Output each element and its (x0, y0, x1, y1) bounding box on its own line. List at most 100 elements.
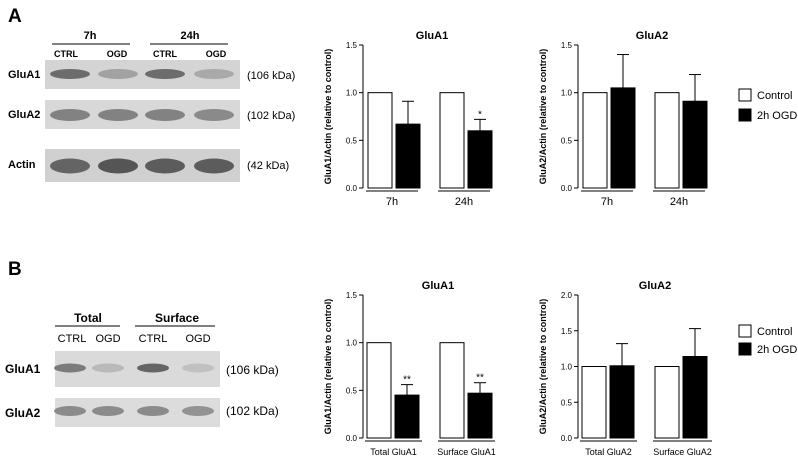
chart-a-glua1: GluA1 GluA1/Actin (relative to control) 0.… (323, 30, 493, 208)
chart-a-glua2: GluA2 GluA2/Actin (relative to control) 0.… (538, 30, 708, 208)
blot-b-band-glua1-lane-3 (137, 363, 169, 373)
chart-b1-ylabel: GluA1/Actin (relative to control) (323, 299, 333, 435)
chart-b1-xtick-label-0: Total GluA1 (370, 447, 417, 457)
panel-b-letter: B (8, 259, 22, 280)
blot-a-group-24h: 24h (181, 30, 200, 42)
chart-a2-ytick-label-2: 1.0 (561, 89, 573, 98)
chart-a2-bar-ogd-0 (610, 87, 636, 189)
chart-b1-ytick-label-3: 1.5 (346, 291, 358, 300)
legend-b-ogd-swatch (738, 342, 752, 356)
chart-b2-xtick-label-0: Total GluA2 (585, 447, 632, 457)
chart-a1-ytick-label-1: 0.5 (346, 136, 358, 145)
chart-a2-bar-control-0 (582, 92, 608, 189)
blot-a-mw-glua2: (102 kDa) (247, 110, 295, 122)
blot-a-row-label-glua2: GluA2 (8, 109, 40, 121)
chart-a2-title: GluA2 (636, 30, 668, 42)
blot-a-band-glua1-lane-1 (50, 69, 90, 79)
blot-b-lane-4: OGD (185, 333, 210, 345)
blot-a-band-actin-lane-2 (98, 158, 138, 174)
chart-b-glua2: GluA2 GluA2/Actin (relative to control) 0.… (538, 280, 712, 457)
blot-a-lane-1: CTRL (54, 49, 78, 59)
chart-a1-ytick-label-3: 1.5 (346, 41, 358, 50)
chart-a1-bar-ogd-0 (395, 123, 421, 189)
chart-b2-ytick-label-4: 2.0 (561, 291, 573, 300)
panel-a-letter: A (8, 6, 22, 27)
chart-b1-xtick-label-1: Surface GluA1 (437, 447, 496, 457)
blot-b-lane-3: CTRL (139, 333, 168, 345)
blot-b-band-glua2-lane-4 (182, 406, 214, 416)
blot-b-group-total: Total (74, 311, 102, 325)
chart-b1-sig-1: ** (476, 373, 484, 384)
blot-a-band-glua2-lane-4 (194, 109, 234, 121)
chart-a1-xtick-label-1: 24h (455, 196, 473, 208)
chart-b2-ytick-label-0: 0.0 (561, 434, 573, 443)
blot-a-lane-3: CTRL (153, 49, 177, 59)
blot-a-band-actin-lane-3 (145, 158, 185, 174)
legend-a-ogd-swatch (738, 108, 752, 122)
blot-b-lane-1: CTRL (58, 333, 87, 345)
blot-a-row-label-glua1: GluA1 (8, 69, 40, 81)
chart-b2-ytick-label-2: 1.0 (561, 363, 573, 372)
chart-a1-ytick-label-0: 0.0 (346, 184, 358, 193)
blot-b-band-glua2-lane-3 (137, 406, 169, 416)
chart-a2-ytick-label-0: 0.0 (561, 184, 573, 193)
chart-a2-bar-control-1 (654, 92, 680, 189)
chart-a1-sig-1: * (478, 109, 482, 120)
chart-a1-ytick-label-2: 1.0 (346, 89, 358, 98)
chart-b2-ylabel: GluA2/Actin (relative to control) (538, 299, 548, 435)
chart-a2-ytick-label-1: 0.5 (561, 136, 573, 145)
blot-a-lane-2: OGD (107, 49, 128, 59)
chart-b1-title: GluA1 (422, 280, 454, 292)
blot-b-group-surface: Surface (155, 311, 199, 325)
blot-b-band-glua2-lane-1 (54, 406, 86, 416)
chart-b-glua1: GluA1 GluA1/Actin (relative to control) 0.… (323, 280, 496, 457)
blot-a-band-actin-lane-4 (194, 158, 234, 174)
legend-a-ogd-label: 2h OGD (757, 110, 797, 122)
legend-a: Control 2h OGD (738, 88, 797, 122)
blot-b-band-glua1-lane-1 (54, 363, 86, 373)
blot-a-band-glua1-lane-4 (194, 69, 234, 79)
chart-b2-bar-ogd-0 (609, 365, 635, 439)
chart-b2-bar-control-0 (581, 366, 607, 439)
chart-a2-xtick-label-0: 7h (601, 196, 613, 208)
blot-a-lane-4: OGD (206, 49, 227, 59)
blot-b-band-glua1-lane-4 (182, 363, 214, 373)
blot-b-mw-glua1: (106 kDa) (226, 363, 279, 377)
blot-a-mw-actin: (42 kDa) (247, 160, 289, 172)
blot-a-mw-glua1: (106 kDa) (247, 70, 295, 82)
blot-b-band-glua1-lane-2 (92, 363, 124, 373)
blot-b-mw-glua2: (102 kDa) (226, 404, 279, 418)
chart-b1-ytick-label-1: 0.5 (346, 386, 358, 395)
chart-a1-title: GluA1 (416, 30, 448, 42)
chart-b1-bar-ogd-1 (467, 392, 493, 439)
legend-b-control-swatch (738, 324, 752, 338)
chart-b1-ytick-label-0: 0.0 (346, 434, 358, 443)
chart-a2-ylabel: GluA2/Actin (relative to control) (538, 49, 548, 185)
blot-a-band-glua1-lane-2 (98, 69, 138, 79)
blot-a-band-glua2-lane-1 (50, 109, 90, 121)
chart-b1-sig-0: ** (403, 375, 411, 386)
chart-b1-bar-control-0 (366, 342, 392, 439)
chart-a2-ytick-label-3: 1.5 (561, 41, 573, 50)
blot-a-group-7h: 7h (84, 30, 97, 42)
chart-a2-bar-ogd-1 (682, 100, 708, 189)
legend-b-ogd-label: 2h OGD (757, 344, 797, 356)
chart-b2-ytick-label-3: 1.5 (561, 327, 573, 336)
blot-a-bands (50, 69, 234, 174)
legend-a-control-swatch (738, 88, 752, 102)
blot-a-row-label-actin: Actin (8, 159, 36, 171)
chart-a1-xtick-label-0: 7h (386, 196, 398, 208)
chart-a2-xtick-label-1: 24h (670, 196, 688, 208)
blot-b-band-glua2-lane-2 (92, 406, 124, 416)
blot-a-band-actin-lane-1 (50, 158, 90, 174)
chart-a1-bar-ogd-1 (467, 130, 493, 189)
chart-b2-title: GluA2 (639, 280, 671, 292)
legend-b: Control 2h OGD (738, 324, 797, 356)
chart-b2-bar-ogd-1 (682, 355, 708, 439)
chart-a1-bar-control-0 (367, 92, 393, 189)
legend-b-control-label: Control (757, 326, 792, 338)
chart-a1-ylabel: GluA1/Actin (relative to control) (323, 49, 333, 185)
legend-a-control-label: Control (757, 90, 792, 102)
blot-b-lane-2: OGD (95, 333, 120, 345)
